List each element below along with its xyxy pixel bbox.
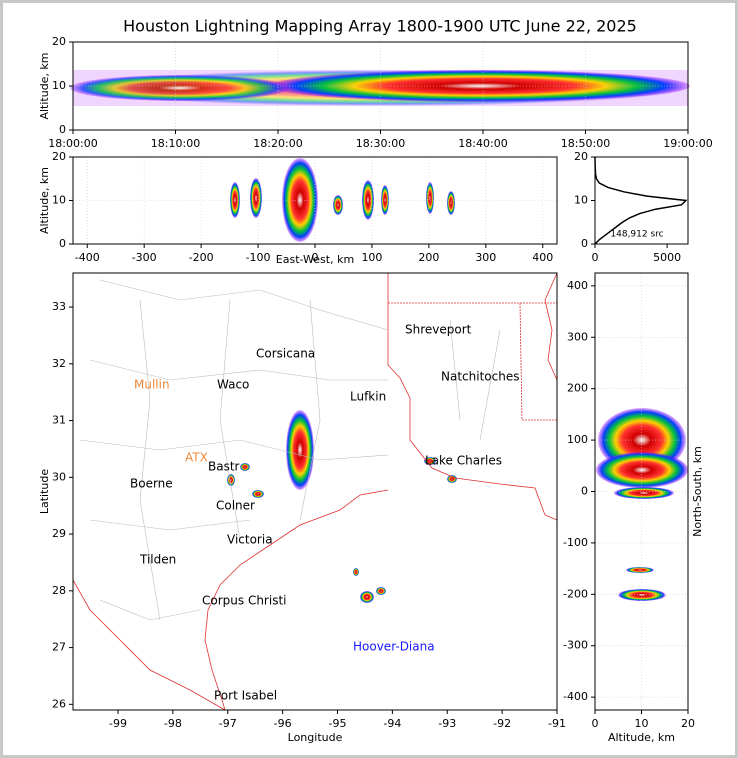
- y-tick-label: 20: [52, 150, 66, 163]
- axes-frame: [72, 272, 558, 711]
- x-tick-label: -200: [189, 251, 214, 264]
- source-count: 148,912 src: [610, 230, 663, 240]
- x-tick-label: 10: [635, 717, 649, 730]
- y-tick-label: 200: [567, 382, 588, 395]
- x-tick-label: -94: [383, 717, 401, 730]
- y-tick-label: -400: [563, 690, 588, 703]
- place-label: Shreveport: [405, 323, 472, 337]
- axes-frame: [594, 156, 689, 245]
- density-ew: [230, 158, 455, 242]
- x-axis-label: Altitude, km: [608, 731, 675, 744]
- y-tick-label: 300: [567, 330, 588, 343]
- density-top: [70, 70, 690, 106]
- density-plan: [227, 410, 457, 603]
- x-tick-label: 20: [681, 717, 695, 730]
- x-tick-label: 18:10:00: [151, 137, 200, 150]
- y-tick-label: 31: [52, 414, 66, 427]
- place-label: Hoover-Diana: [353, 640, 435, 654]
- place-label: Corsicana: [256, 347, 315, 361]
- x-tick-label: -98: [164, 717, 182, 730]
- place-label: Victoria: [227, 533, 273, 547]
- x-tick-label: 18:30:00: [356, 137, 405, 150]
- place-label: Lake Charles: [425, 454, 502, 468]
- y-axis-label: Altitude, km: [38, 52, 51, 119]
- x-tick-label: 0: [312, 251, 319, 264]
- y-tick-label: 20: [52, 35, 66, 48]
- x-tick-label: -91: [548, 717, 566, 730]
- place-label: Colner: [216, 499, 255, 513]
- x-tick-label: 400: [532, 251, 553, 264]
- chart-title: Houston Lightning Mapping Array 1800-190…: [123, 17, 637, 36]
- x-tick-label: 18:40:00: [458, 137, 507, 150]
- place-label: Boerne: [130, 477, 173, 491]
- x-axis-label: East-West, km: [276, 253, 354, 266]
- y-tick-label: 0: [581, 485, 588, 498]
- place-label: Tilden: [139, 553, 176, 567]
- y-tick-label: 10: [574, 194, 588, 207]
- y-tick-label: 28: [52, 584, 66, 597]
- x-tick-label: 0: [592, 251, 599, 264]
- x-tick-label: -100: [246, 251, 271, 264]
- y-tick-label: 33: [52, 300, 66, 313]
- y-tick-label: 10: [52, 194, 66, 207]
- y-tick-label: -100: [563, 536, 588, 549]
- axes-frame: [72, 156, 558, 245]
- x-tick-label: 18:50:00: [561, 137, 610, 150]
- x-tick-label: 0: [592, 717, 599, 730]
- y-axis-label: Latitude: [38, 469, 51, 515]
- y-tick-label: 10: [52, 79, 66, 92]
- axes-frame: [72, 41, 689, 131]
- y-tick-label: 0: [59, 123, 66, 136]
- density-ns: [596, 408, 688, 601]
- x-tick-label: -97: [219, 717, 237, 730]
- place-label: Mullin: [134, 378, 170, 392]
- axes-frame: [594, 272, 689, 711]
- x-axis-label: Longitude: [288, 731, 343, 744]
- y-axis-label: North-South, km: [691, 446, 704, 537]
- x-tick-label: -99: [109, 717, 127, 730]
- place-label: Lufkin: [350, 390, 386, 404]
- y-tick-label: -200: [563, 587, 588, 600]
- x-tick-label: 19:00:00: [663, 137, 712, 150]
- y-tick-label: 100: [567, 433, 588, 446]
- y-tick-label: 30: [52, 470, 66, 483]
- y-tick-label: 0: [59, 237, 66, 250]
- y-axis-label: Altitude, km: [38, 167, 51, 234]
- y-tick-label: 26: [52, 697, 66, 710]
- place-label: Bastr: [208, 460, 240, 474]
- x-tick-label: -95: [329, 717, 347, 730]
- profile-line: [594, 156, 688, 245]
- place-label: ATX: [185, 451, 208, 465]
- y-tick-label: 32: [52, 357, 66, 370]
- x-tick-label: 5000: [653, 251, 681, 264]
- place-label: Waco: [217, 378, 249, 392]
- x-tick-label: -400: [75, 251, 100, 264]
- x-tick-label: -300: [132, 251, 157, 264]
- x-tick-label: -93: [438, 717, 456, 730]
- y-tick-label: 27: [52, 641, 66, 654]
- x-tick-label: 18:20:00: [253, 137, 302, 150]
- x-tick-label: 18:00:00: [48, 137, 97, 150]
- y-tick-label: 400: [567, 279, 588, 292]
- y-tick-label: -300: [563, 639, 588, 652]
- y-tick-label: 29: [52, 527, 66, 540]
- x-tick-label: 200: [418, 251, 439, 264]
- place-label: Port Isabel: [214, 689, 277, 703]
- place-label: Corpus Christi: [202, 594, 287, 608]
- x-tick-label: -92: [493, 717, 511, 730]
- x-tick-label: 100: [361, 251, 382, 264]
- x-tick-label: 300: [475, 251, 496, 264]
- y-tick-label: 0: [581, 237, 588, 250]
- geography: [72, 272, 558, 711]
- place-label: Natchitoches: [441, 370, 519, 384]
- y-tick-label: 20: [574, 150, 588, 163]
- x-tick-label: -96: [274, 717, 292, 730]
